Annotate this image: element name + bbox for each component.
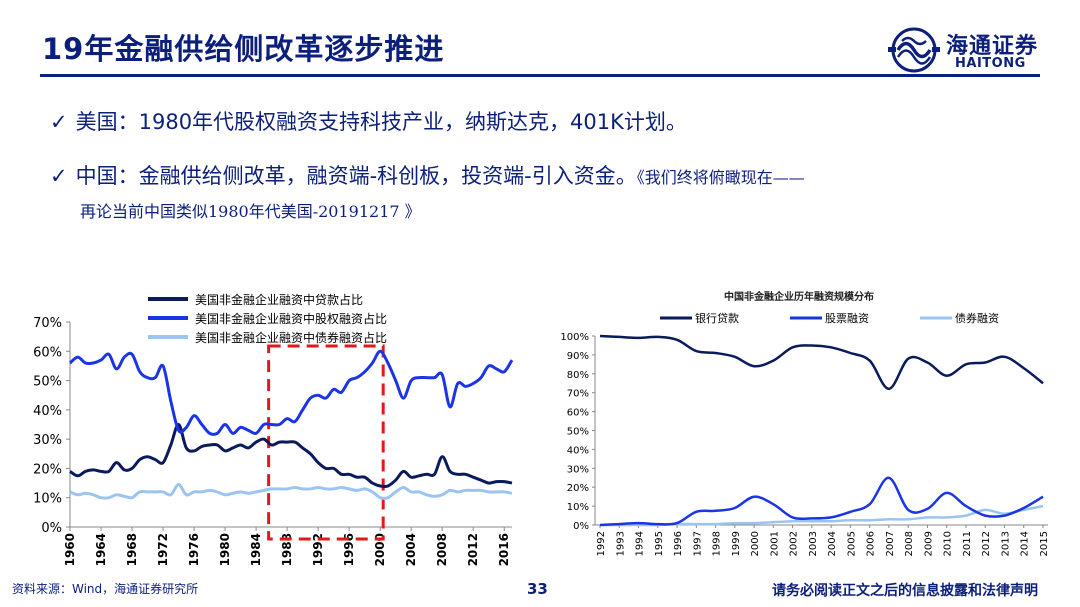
- x-tick-label: 2005: [846, 531, 857, 556]
- x-tick-label: 1995: [654, 531, 665, 556]
- x-tick-label: 1998: [712, 531, 723, 556]
- legend-label: 银行贷款: [695, 311, 739, 325]
- us-financing-chart: 0% 10% 20% 30% 40% 50% 60% 70% 1960 1964 1968 1972 1…: [33, 292, 514, 566]
- x-tick-label: 2000: [373, 533, 387, 566]
- legend-label: 股票融资: [825, 312, 869, 325]
- x-tick-label: 1988: [280, 533, 294, 566]
- x-tick-label: 1992: [311, 533, 325, 566]
- x-tick-label: 2012: [981, 531, 992, 556]
- x-tick-label: 1993: [615, 531, 626, 556]
- x-tick-label: 1996: [673, 531, 684, 556]
- y-tick-label: 30%: [567, 464, 589, 475]
- series-line-1: [599, 476, 1044, 527]
- page-title: 19年金融供给侧改革逐步推进: [42, 32, 445, 66]
- y-tick-label: 100%: [560, 332, 589, 343]
- x-tick-label: 2004: [827, 531, 838, 556]
- check-icon: ✓: [50, 164, 68, 188]
- x-tick-label: 2010: [943, 531, 954, 556]
- x-tick-label: 2009: [923, 531, 934, 556]
- bullet-us: ✓ 美国：1980年代股权融资支持科技产业，纳斯达克，401K计划。: [50, 106, 687, 136]
- legend-label: 美国非金融企业融资中贷款占比: [195, 292, 363, 307]
- x-tick-label: 2007: [885, 531, 896, 556]
- y-tick-label: 60%: [567, 408, 589, 419]
- y-tick-label: 90%: [567, 351, 589, 362]
- chart-title: 中国非金融企业历年融资规模分布: [724, 290, 874, 303]
- x-tick-label: 1997: [692, 531, 703, 556]
- x-tick-label: 2011: [962, 531, 973, 556]
- x-tick-label: 1996: [342, 533, 356, 566]
- y-tick-label: 0%: [41, 521, 62, 536]
- logo-text-cn: 海通证券: [946, 33, 1039, 59]
- legend: 银行贷款 股票融资 债券融资: [660, 311, 999, 325]
- legend-label: 美国非金融企业融资中股权融资占比: [195, 311, 387, 326]
- title-divider: [40, 74, 1040, 77]
- x-tick-label: 2006: [866, 531, 877, 556]
- x-tick-label: 1976: [187, 533, 201, 566]
- china-financing-chart: 中国非金融企业历年融资规模分布 0% 10% 20% 30% 40% 50% 60% 70% 8…: [560, 290, 1050, 556]
- series-group: [69, 349, 514, 500]
- y-tick-label: 40%: [33, 404, 62, 419]
- x-tick-label: 2000: [750, 531, 761, 556]
- chart-axes: 0% 10% 20% 30% 40% 50% 60% 70% 80% 90% 100% 1992 199…: [560, 332, 1050, 556]
- x-tick-label: 1968: [125, 533, 139, 566]
- x-tick-label: 2013: [1000, 531, 1011, 556]
- series-line-1: [69, 349, 514, 436]
- series-line-2: [600, 504, 1044, 527]
- bullet-text: 中国：金融供给侧改革，融资端-科创板，投资端-引入资金。: [75, 164, 637, 188]
- logo-text-en: HAITONG: [955, 56, 1026, 71]
- x-tick-label: 2015: [1039, 531, 1050, 556]
- x-tick-label: 2012: [466, 533, 480, 566]
- series-line-2: [69, 483, 513, 500]
- x-tick-label: 2004: [404, 533, 418, 566]
- y-tick-label: 70%: [33, 316, 62, 331]
- y-tick-label: 0%: [573, 521, 589, 532]
- y-tick-label: 70%: [567, 389, 589, 400]
- x-tick-label: 2014: [1020, 531, 1031, 556]
- report-reference-continued[interactable]: 再论当前中国类似1980年代美国-20191217 》: [80, 202, 421, 221]
- page-number: 33: [527, 580, 548, 598]
- x-tick-label: 2001: [769, 531, 780, 556]
- x-tick-label: 2016: [497, 533, 511, 566]
- x-tick-label: 1964: [94, 533, 108, 566]
- legend-label: 美国非金融企业融资中债券融资占比: [195, 330, 387, 345]
- y-tick-label: 10%: [33, 492, 62, 507]
- legend: 美国非金融企业融资中贷款占比美国非金融企业融资中股权融资占比美国非金融企业融资中…: [148, 292, 387, 345]
- x-tick-label: 2008: [435, 533, 449, 566]
- y-tick-label: 50%: [33, 375, 62, 390]
- y-tick-label: 20%: [567, 483, 589, 494]
- series-group: [599, 334, 1044, 527]
- x-tick-label: 2008: [904, 531, 915, 556]
- y-tick-label: 50%: [567, 427, 589, 438]
- check-icon: ✓: [50, 110, 68, 134]
- footer-source: 资料来源：Wind，海通证券研究所: [12, 582, 199, 596]
- legend-label: 债券融资: [955, 311, 999, 325]
- bullet-china: ✓ 中国：金融供给侧改革，融资端-科创板，投资端-引入资金。《我们终将俯瞰现在——: [50, 160, 805, 190]
- chart-axes: 0% 10% 20% 30% 40% 50% 60% 70% 1960 1964 1968 1972 1…: [33, 316, 512, 566]
- x-tick-label: 1992: [596, 531, 607, 556]
- y-tick-label: 20%: [33, 462, 62, 477]
- x-tick-label: 1999: [731, 531, 742, 556]
- report-reference-link[interactable]: 《我们终将俯瞰现在——: [636, 168, 805, 187]
- x-tick-label: 1994: [635, 531, 646, 556]
- footer-disclaimer: 请务必阅读正文之后的信息披露和法律声明: [772, 583, 1038, 599]
- y-tick-label: 40%: [567, 445, 589, 456]
- y-tick-label: 60%: [33, 345, 62, 360]
- y-tick-label: 80%: [567, 370, 589, 381]
- bullet-text: 美国：1980年代股权融资支持科技产业，纳斯达克，401K计划。: [75, 110, 687, 134]
- haitong-logo-icon: [888, 27, 940, 73]
- y-tick-label: 30%: [33, 433, 62, 448]
- x-tick-label: 2003: [808, 531, 819, 556]
- x-tick-label: 1980: [218, 533, 232, 566]
- x-tick-label: 2002: [789, 531, 800, 556]
- y-tick-label: 10%: [567, 502, 589, 513]
- series-line-0: [69, 422, 513, 489]
- x-tick-label: 1972: [156, 533, 170, 566]
- series-line-0: [599, 334, 1044, 391]
- x-tick-label: 1960: [63, 533, 77, 566]
- x-tick-label: 1984: [249, 533, 263, 566]
